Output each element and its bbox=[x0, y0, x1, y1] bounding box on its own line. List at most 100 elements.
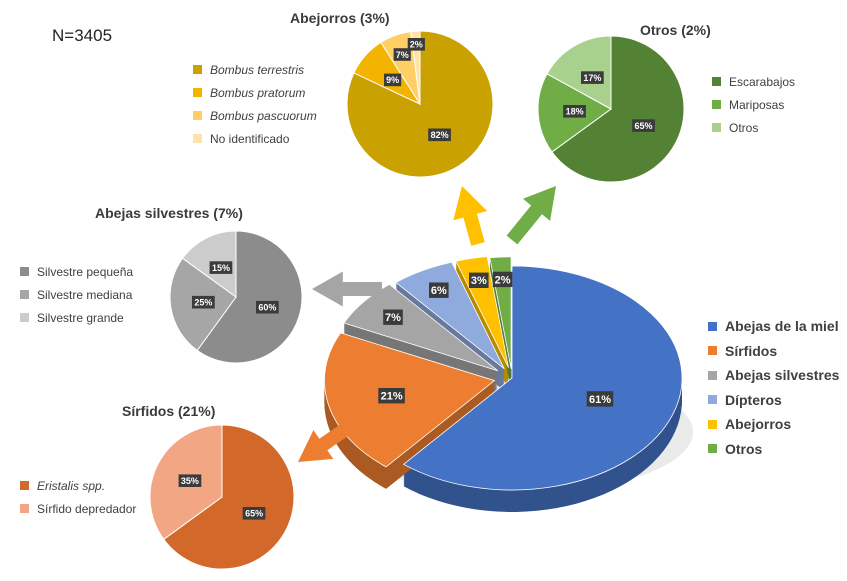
data-label-box bbox=[632, 119, 655, 132]
legend-label: Silvestre pequeña bbox=[37, 264, 134, 279]
sub-pie-slice bbox=[196, 230, 303, 364]
legend-label: Escarabajos bbox=[729, 74, 796, 89]
legend-swatch bbox=[708, 321, 717, 331]
data-label: 17% bbox=[583, 73, 601, 83]
data-label-box bbox=[492, 271, 513, 288]
main-pie-slice bbox=[395, 261, 505, 370]
legend-item: Abejorros bbox=[708, 412, 839, 437]
legend-item: Escarabajos bbox=[712, 70, 795, 93]
legend-label: Mariposas bbox=[729, 97, 785, 112]
legend-swatch bbox=[20, 267, 29, 276]
legend-item: Bombus pratorum bbox=[193, 81, 317, 104]
data-label: 3% bbox=[471, 275, 487, 287]
data-label-box bbox=[378, 388, 405, 404]
data-label-box bbox=[209, 261, 233, 274]
data-label-box bbox=[192, 295, 215, 309]
legend-item: Bombus pascuorum bbox=[193, 104, 317, 127]
legend-item: Mariposas bbox=[712, 93, 795, 116]
legend-swatch bbox=[712, 100, 721, 109]
data-label-box bbox=[429, 282, 449, 298]
connector-arrow bbox=[298, 416, 360, 462]
legend-label: No identificado bbox=[210, 131, 290, 146]
sub-pie-slice bbox=[181, 230, 237, 298]
data-label-box bbox=[563, 105, 586, 118]
sub-pie-slice bbox=[163, 424, 295, 570]
legend-label: Abejas silvestres bbox=[725, 367, 840, 384]
main-pie-slice bbox=[324, 332, 496, 468]
legend-item: Abejas de la miel bbox=[708, 314, 839, 339]
legend-swatch bbox=[708, 370, 717, 380]
sample-size-label: N=3405 bbox=[52, 26, 113, 45]
data-label-box bbox=[384, 73, 402, 87]
legend-item: Sírfidos bbox=[708, 339, 839, 364]
data-label: 2% bbox=[495, 274, 511, 286]
main-pie-slice bbox=[402, 265, 683, 491]
legend-swatch bbox=[193, 134, 202, 143]
legend-item: Silvestre pequeña bbox=[20, 260, 133, 283]
connector-arrow bbox=[312, 271, 382, 307]
connector-arrow bbox=[453, 186, 488, 246]
legend-item: Bombus terrestris bbox=[193, 58, 317, 81]
data-label: 6% bbox=[431, 285, 447, 297]
legend-swatch bbox=[708, 419, 717, 429]
sub-pie-slice bbox=[551, 35, 685, 183]
data-label: 7% bbox=[396, 50, 409, 60]
abejorros-legend: Bombus terrestris Bombus pratorum Bombus… bbox=[193, 58, 317, 150]
data-label-box bbox=[242, 507, 266, 520]
legend-label: Silvestre mediana bbox=[37, 287, 133, 302]
abejorros-title: Abejorros (3%) bbox=[290, 10, 390, 26]
silvestres-legend: Silvestre pequeña Silvestre mediana Silv… bbox=[20, 260, 133, 329]
legend-swatch bbox=[708, 444, 717, 454]
data-label: 60% bbox=[258, 302, 276, 312]
legend-item: Dípteros bbox=[708, 388, 839, 413]
data-label: 7% bbox=[385, 312, 401, 324]
data-label: 9% bbox=[386, 75, 399, 85]
legend-swatch bbox=[20, 313, 29, 322]
legend-item: Abejas silvestres bbox=[708, 363, 839, 388]
legend-swatch bbox=[20, 290, 29, 299]
legend-item: Eristalis spp. bbox=[20, 474, 136, 497]
data-label: 82% bbox=[431, 130, 449, 140]
sub-pie-slice bbox=[546, 35, 612, 110]
connector-arrow bbox=[506, 186, 556, 245]
legend-swatch bbox=[712, 77, 721, 86]
data-label: 2% bbox=[410, 40, 423, 50]
legend-swatch bbox=[20, 481, 29, 490]
data-label: 65% bbox=[634, 121, 652, 131]
legend-label: Sírfido depredador bbox=[37, 501, 137, 516]
legend-label: Bombus terrestris bbox=[210, 62, 305, 77]
main-legend: Abejas de la miel Sírfidos Abejas silves… bbox=[708, 314, 839, 461]
legend-swatch bbox=[20, 504, 29, 513]
legend-swatch bbox=[708, 346, 717, 356]
legend-item: Silvestre grande bbox=[20, 306, 133, 329]
data-label: 15% bbox=[212, 263, 230, 273]
data-label: 61% bbox=[589, 394, 611, 406]
legend-swatch bbox=[708, 395, 717, 405]
legend-label: Bombus pascuorum bbox=[210, 108, 317, 123]
legend-item: No identificado bbox=[193, 127, 317, 150]
legend-item: Otros bbox=[708, 437, 839, 462]
data-label: 65% bbox=[245, 509, 263, 519]
legend-swatch bbox=[712, 123, 721, 132]
legend-label: Abejorros bbox=[725, 416, 792, 433]
legend-label: Sírfidos bbox=[725, 342, 778, 359]
legend-label: Abejas de la miel bbox=[725, 318, 839, 335]
data-label: 25% bbox=[194, 297, 212, 307]
silvestres-title: Abejas silvestres (7%) bbox=[95, 205, 243, 221]
legend-item: Silvestre mediana bbox=[20, 283, 133, 306]
data-label-box bbox=[256, 300, 279, 314]
legend-swatch bbox=[193, 111, 202, 120]
data-label-box bbox=[178, 474, 202, 487]
otros-title: Otros (2%) bbox=[640, 22, 711, 38]
sirfidos-title: Sírfidos (21%) bbox=[122, 403, 216, 419]
legend-label: Eristalis spp. bbox=[37, 478, 106, 493]
legend-label: Bombus pratorum bbox=[210, 85, 306, 100]
data-label: 35% bbox=[181, 476, 199, 486]
otros-legend: Escarabajos Mariposas Otros bbox=[712, 70, 795, 139]
data-label-box bbox=[586, 391, 614, 407]
main-pie-slice bbox=[343, 283, 499, 372]
legend-label: Otros bbox=[729, 120, 759, 135]
sirfidos-legend: Eristalis spp. Sírfido depredador bbox=[20, 474, 136, 520]
